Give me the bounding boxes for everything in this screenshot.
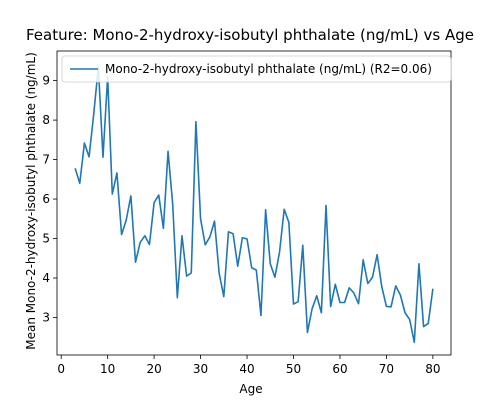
legend-box: [61, 55, 452, 83]
legend-label: Mono-2-hydroxy-isobutyl phthalate (ng/mL…: [105, 62, 432, 76]
x-tick-label-60: 60: [332, 362, 347, 376]
axes-frame: [56, 50, 452, 356]
legend: Mono-2-hydroxy-isobutyl phthalate (ng/mL…: [61, 55, 452, 83]
y-tick-label-7: 7: [42, 153, 50, 167]
y-tick-label-8: 8: [42, 113, 50, 127]
x-axis-label: Age: [239, 382, 262, 396]
y-axis-label: Mean Mono-2-hydroxy-isobutyl phthalate (…: [24, 52, 38, 350]
y-tick-label-9: 9: [42, 74, 50, 88]
y-tick-label-3: 3: [42, 310, 50, 324]
x-tick-label-20: 20: [146, 362, 161, 376]
x-tick-label-70: 70: [379, 362, 394, 376]
x-tick-label-30: 30: [193, 362, 208, 376]
plot-area: 0 10 20 30 40 50 60 70 80 3 4 5 6 7 8 9 Mono-2-hydroxy-i…: [42, 50, 452, 376]
x-tick-label-50: 50: [286, 362, 301, 376]
y-tick-label-5: 5: [42, 232, 50, 246]
x-tick-label-80: 80: [425, 362, 440, 376]
y-tick-label-6: 6: [42, 192, 50, 206]
y-tick-label-4: 4: [42, 271, 50, 285]
series-line-0: [74, 65, 434, 344]
x-tick-label-40: 40: [239, 362, 254, 376]
chart-title: Feature: Mono-2-hydroxy-isobutyl phthala…: [26, 26, 474, 44]
x-tick-label-10: 10: [100, 362, 115, 376]
x-tick-label-0: 0: [57, 362, 65, 376]
